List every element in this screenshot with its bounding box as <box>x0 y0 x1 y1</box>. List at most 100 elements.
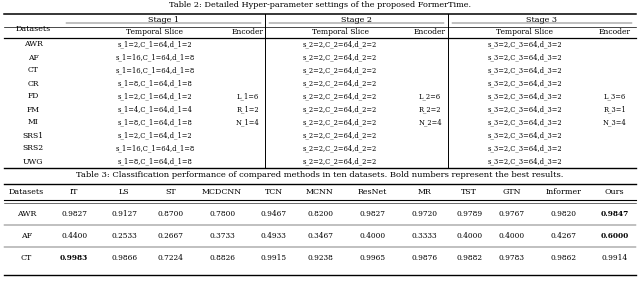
Text: 0.9467: 0.9467 <box>260 210 287 218</box>
Text: 0.3333: 0.3333 <box>412 232 437 240</box>
Text: UWG: UWG <box>23 158 43 166</box>
Text: s_1=16,C_1=64,d_1=8: s_1=16,C_1=64,d_1=8 <box>115 66 195 74</box>
Text: 0.4000: 0.4000 <box>360 232 386 240</box>
Text: 0.8700: 0.8700 <box>157 210 184 218</box>
Text: L_3=6: L_3=6 <box>604 93 626 101</box>
Text: 0.9720: 0.9720 <box>411 210 437 218</box>
Text: s_2=2,C_2=64,d_2=2: s_2=2,C_2=64,d_2=2 <box>303 80 377 87</box>
Text: s_2=2,C_2=64,d_2=2: s_2=2,C_2=64,d_2=2 <box>303 131 377 139</box>
Text: s_2=2,C_2=64,d_2=2: s_2=2,C_2=64,d_2=2 <box>303 158 377 166</box>
Text: s_2=2,C_2=64,d_2=2: s_2=2,C_2=64,d_2=2 <box>303 41 377 49</box>
Text: Temporal Slice: Temporal Slice <box>312 28 369 36</box>
Text: N_2=4: N_2=4 <box>418 118 442 126</box>
Text: 0.7224: 0.7224 <box>158 254 184 262</box>
Text: 0.8200: 0.8200 <box>307 210 333 218</box>
Text: 0.9767: 0.9767 <box>499 210 525 218</box>
Text: s_1=2,C_1=64,d_1=2: s_1=2,C_1=64,d_1=2 <box>118 131 192 139</box>
Text: L_2=6: L_2=6 <box>419 93 441 101</box>
Text: 0.9862: 0.9862 <box>550 254 576 262</box>
Text: 0.9827: 0.9827 <box>360 210 386 218</box>
Text: Encoder: Encoder <box>232 28 264 36</box>
Text: SRS2: SRS2 <box>22 145 44 153</box>
Text: s_2=2,C_2=64,d_2=2: s_2=2,C_2=64,d_2=2 <box>303 145 377 153</box>
Text: ResNet: ResNet <box>358 188 387 196</box>
Text: 0.2667: 0.2667 <box>158 232 184 240</box>
Text: s_3=2,C_3=64,d_3=2: s_3=2,C_3=64,d_3=2 <box>488 41 563 49</box>
Text: 0.9915: 0.9915 <box>260 254 287 262</box>
Text: AF: AF <box>21 232 32 240</box>
Text: CR: CR <box>28 80 39 87</box>
Text: MR: MR <box>417 188 431 196</box>
Text: Temporal Slice: Temporal Slice <box>127 28 184 36</box>
Text: s_1=16,C_1=64,d_1=8: s_1=16,C_1=64,d_1=8 <box>115 145 195 153</box>
Text: Ours: Ours <box>605 188 625 196</box>
Text: AWR: AWR <box>24 41 42 49</box>
Text: 0.9866: 0.9866 <box>111 254 138 262</box>
Text: IT: IT <box>70 188 79 196</box>
Text: s_3=2,C_3=64,d_3=2: s_3=2,C_3=64,d_3=2 <box>488 80 563 87</box>
Text: 0.3733: 0.3733 <box>209 232 235 240</box>
Text: s_1=16,C_1=64,d_1=8: s_1=16,C_1=64,d_1=8 <box>115 53 195 62</box>
Text: N_1=4: N_1=4 <box>236 118 260 126</box>
Text: 0.9876: 0.9876 <box>411 254 437 262</box>
Text: 0.9127: 0.9127 <box>111 210 138 218</box>
Text: 0.2533: 0.2533 <box>111 232 137 240</box>
Text: 0.9847: 0.9847 <box>600 210 629 218</box>
Text: MCDCNN: MCDCNN <box>202 188 243 196</box>
Text: 0.9789: 0.9789 <box>456 210 483 218</box>
Text: s_1=2,C_1=64,d_1=2: s_1=2,C_1=64,d_1=2 <box>118 41 192 49</box>
Text: TST: TST <box>461 188 477 196</box>
Text: Encoder: Encoder <box>414 28 446 36</box>
Text: 0.6000: 0.6000 <box>600 232 629 240</box>
Text: s_3=2,C_3=64,d_3=2: s_3=2,C_3=64,d_3=2 <box>488 158 563 166</box>
Text: s_2=2,C_2=64,d_2=2: s_2=2,C_2=64,d_2=2 <box>303 105 377 114</box>
Text: s_2=2,C_2=64,d_2=2: s_2=2,C_2=64,d_2=2 <box>303 93 377 101</box>
Text: R_1=2: R_1=2 <box>237 105 259 114</box>
Text: R_2=2: R_2=2 <box>419 105 441 114</box>
Text: AF: AF <box>28 53 38 62</box>
Text: 0.9783: 0.9783 <box>499 254 525 262</box>
Text: N_3=4: N_3=4 <box>603 118 627 126</box>
Text: 0.4000: 0.4000 <box>499 232 525 240</box>
Text: FM: FM <box>26 105 40 114</box>
Text: s_2=2,C_2=64,d_2=2: s_2=2,C_2=64,d_2=2 <box>303 53 377 62</box>
Text: s_3=2,C_3=64,d_3=2: s_3=2,C_3=64,d_3=2 <box>488 131 563 139</box>
Text: GTN: GTN <box>502 188 521 196</box>
Text: MCNN: MCNN <box>306 188 334 196</box>
Text: AWR: AWR <box>17 210 36 218</box>
Text: 0.4267: 0.4267 <box>550 232 576 240</box>
Text: ST: ST <box>166 188 176 196</box>
Text: s_3=2,C_3=64,d_3=2: s_3=2,C_3=64,d_3=2 <box>488 66 563 74</box>
Text: 0.4400: 0.4400 <box>61 232 87 240</box>
Text: s_1=2,C_1=64,d_1=2: s_1=2,C_1=64,d_1=2 <box>118 93 192 101</box>
Text: 0.4000: 0.4000 <box>456 232 483 240</box>
Text: Encoder: Encoder <box>599 28 631 36</box>
Text: s_2=2,C_2=64,d_2=2: s_2=2,C_2=64,d_2=2 <box>303 66 377 74</box>
Text: 0.8826: 0.8826 <box>209 254 235 262</box>
Text: 0.9882: 0.9882 <box>456 254 482 262</box>
Text: Stage 3: Stage 3 <box>527 16 557 24</box>
Text: Table 2: Detailed Hyper-parameter settings of the proposed FormerTime.: Table 2: Detailed Hyper-parameter settin… <box>169 1 471 9</box>
Text: s_3=2,C_3=64,d_3=2: s_3=2,C_3=64,d_3=2 <box>488 145 563 153</box>
Text: s_1=8,C_1=64,d_1=8: s_1=8,C_1=64,d_1=8 <box>118 158 193 166</box>
Text: s_2=2,C_2=64,d_2=2: s_2=2,C_2=64,d_2=2 <box>303 118 377 126</box>
Text: s_3=2,C_3=64,d_3=2: s_3=2,C_3=64,d_3=2 <box>488 118 563 126</box>
Text: SRS1: SRS1 <box>22 131 44 139</box>
Text: MI: MI <box>28 118 38 126</box>
Text: s_1=8,C_1=64,d_1=8: s_1=8,C_1=64,d_1=8 <box>118 118 193 126</box>
Text: 0.9914: 0.9914 <box>602 254 628 262</box>
Text: CT: CT <box>28 66 38 74</box>
Text: Stage 1: Stage 1 <box>148 16 179 24</box>
Text: 0.9827: 0.9827 <box>61 210 87 218</box>
Text: s_3=2,C_3=64,d_3=2: s_3=2,C_3=64,d_3=2 <box>488 53 563 62</box>
Text: 0.3467: 0.3467 <box>307 232 333 240</box>
Text: 0.9820: 0.9820 <box>550 210 576 218</box>
Text: s_3=2,C_3=64,d_3=2: s_3=2,C_3=64,d_3=2 <box>488 105 563 114</box>
Text: L_1=6: L_1=6 <box>237 93 259 101</box>
Text: CT: CT <box>21 254 32 262</box>
Text: s_1=4,C_1=64,d_1=4: s_1=4,C_1=64,d_1=4 <box>118 105 193 114</box>
Text: FD: FD <box>28 93 38 101</box>
Text: Datasets: Datasets <box>9 188 44 196</box>
Text: Stage 2: Stage 2 <box>341 16 372 24</box>
Text: s_1=8,C_1=64,d_1=8: s_1=8,C_1=64,d_1=8 <box>118 80 193 87</box>
